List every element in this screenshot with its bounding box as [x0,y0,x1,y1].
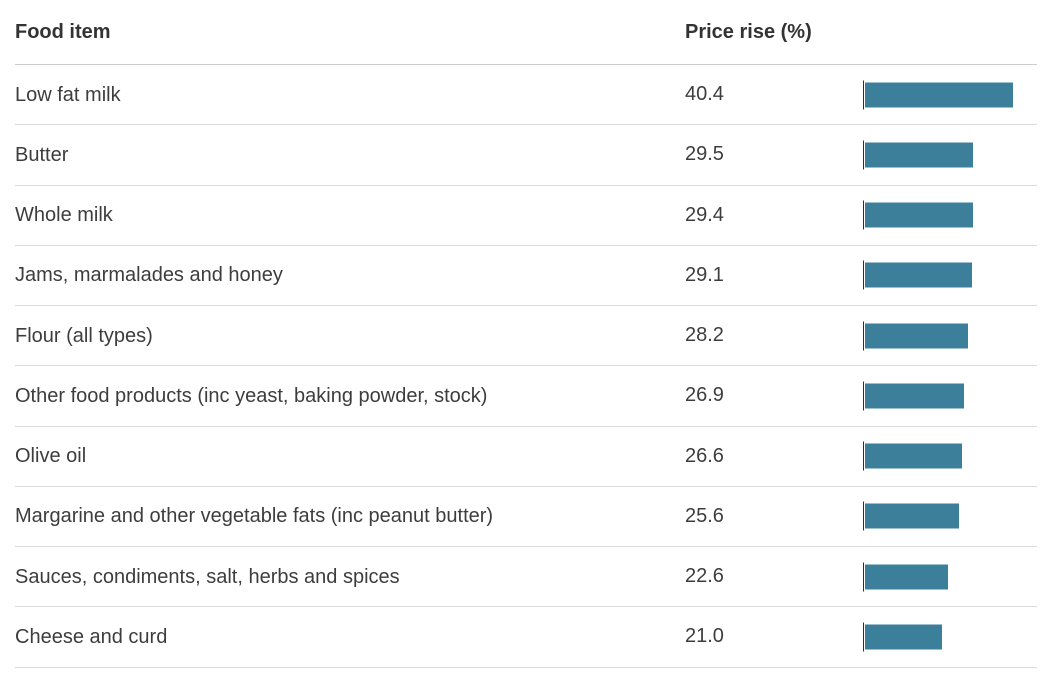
food-item-label: Whole milk [15,204,113,227]
price-rise-value: 25.6 [685,504,724,527]
food-item-label: Other food products (inc yeast, baking p… [15,384,488,407]
food-item-label: Butter [15,143,69,166]
price-rise-value: 26.9 [685,384,724,407]
table-row: Whole milk 29.4 [15,186,1037,246]
price-rise-value: 29.1 [685,263,724,286]
price-rise-bar [865,202,973,228]
price-rise-bar [865,383,964,409]
bar-axis-line [863,501,864,531]
price-rise-value: 21.0 [685,625,724,648]
bar-track [863,65,1037,124]
table-row: Olive oil 26.6 [15,427,1037,487]
price-rise-bar [865,82,1013,108]
table-row: Sauces, condiments, salt, herbs and spic… [15,547,1037,608]
table-row: Low fat milk 40.4 [15,65,1037,126]
price-rise-value: 22.6 [685,565,724,588]
bar-axis-line [863,441,864,471]
bar-axis-line [863,140,864,170]
price-rise-bar [865,564,948,590]
price-rise-bar [865,142,974,168]
table-row: Cheese and curd 21.0 [15,607,1037,668]
price-rise-value: 26.6 [685,444,724,467]
bar-track [863,125,1037,184]
table-row: Butter 29.5 [15,125,1037,186]
bar-axis-line [863,381,864,411]
table-row: Jams, marmalades and honey 29.1 [15,246,1037,306]
bar-axis-line [863,562,864,592]
bar-track [863,246,1037,305]
bar-track [863,366,1037,425]
price-rise-value: 29.5 [685,143,724,166]
table-row: Margarine and other vegetable fats (inc … [15,487,1037,547]
table-row: Flour (all types) 28.2 [15,306,1037,367]
table-body: Low fat milk 40.4 Butter 29.5 Whole milk 29.4… [15,65,1037,668]
food-item-label: Flour (all types) [15,324,153,347]
food-item-label: Sauces, condiments, salt, herbs and spic… [15,565,400,588]
bar-track [863,186,1037,245]
food-item-label: Olive oil [15,445,87,468]
column-header-bar-spacer [863,0,1037,64]
price-rise-bar [865,323,969,349]
food-item-label: Cheese and curd [15,625,168,648]
bar-axis-line [863,321,864,351]
bar-track [863,427,1037,486]
price-rise-value: 40.4 [685,83,724,106]
bar-track [863,547,1037,606]
price-rise-bar [865,443,963,469]
food-item-label: Jams, marmalades and honey [15,264,283,287]
column-header-food-item: Food item [15,21,111,43]
bar-axis-line [863,260,864,290]
price-rise-bar [865,503,959,529]
price-rise-bar [865,262,972,288]
price-rise-value: 29.4 [685,203,724,226]
food-item-label: Low fat milk [15,83,121,106]
bar-axis-line [863,622,864,652]
bar-track [863,306,1037,365]
price-rise-bar [865,624,942,650]
bar-axis-line [863,200,864,230]
food-item-label: Margarine and other vegetable fats (inc … [15,505,494,528]
column-header-price-rise: Price rise (%) [685,20,812,43]
table-row: Other food products (inc yeast, baking p… [15,366,1037,427]
price-rise-value: 28.2 [685,324,724,347]
table-header-row: Food item Price rise (%) [15,0,1037,65]
bar-track [863,607,1037,666]
bar-axis-line [863,80,864,110]
bar-track [863,487,1037,546]
